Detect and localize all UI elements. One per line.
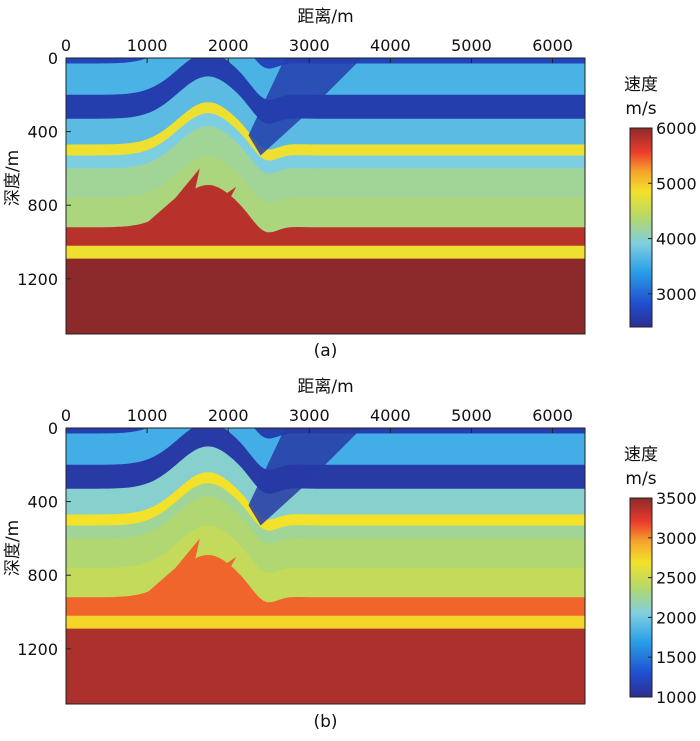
x-tick-label: 2000 (208, 36, 249, 55)
panel-caption: (a) (314, 341, 338, 361)
colorbar-tick-label: 3000 (656, 285, 697, 304)
x-tick-label: 5000 (451, 406, 492, 425)
y-tick-label: 0 (48, 419, 58, 438)
colorbar-title: 速度 (624, 75, 658, 95)
panel-caption: (b) (313, 712, 337, 732)
colorbar-tick-label: 2000 (656, 608, 697, 627)
plot-frame (65, 57, 586, 335)
x-tick-label: 2000 (208, 406, 249, 425)
colorbar-tick-label: 3000 (656, 529, 697, 548)
y-axis-label: 深度/m (3, 150, 23, 206)
x-tick-label: 5000 (451, 36, 492, 55)
y-tick-label: 800 (27, 566, 58, 585)
x-tick-label: 0 (61, 406, 71, 425)
fault-block (248, 58, 362, 156)
x-tick-label: 4000 (370, 406, 411, 425)
colorbar (629, 497, 653, 698)
x-tick-label: 1000 (127, 36, 168, 55)
colorbar-unit: m/s (625, 99, 656, 119)
x-tick-label: 0 (61, 36, 71, 55)
thrust-wedge (147, 186, 237, 244)
x-tick-label: 4000 (370, 36, 411, 55)
y-axis-label: 深度/m (3, 520, 23, 576)
thrust-wedge (122, 168, 200, 244)
colorbar-tick-label: 6000 (656, 119, 697, 138)
y-tick-label: 400 (27, 493, 58, 512)
colorbar-tick-label: 5000 (656, 174, 697, 193)
y-tick-label: 1200 (17, 640, 58, 659)
thrust-wedge (147, 556, 237, 614)
colorbar-tick-label: 1500 (656, 648, 697, 667)
colorbar (629, 127, 653, 328)
colorbar-title: 速度 (624, 445, 658, 465)
y-tick-label: 400 (27, 123, 58, 142)
y-tick-label: 0 (48, 49, 58, 68)
colorbar-unit: m/s (625, 469, 656, 489)
y-tick-label: 1200 (17, 270, 58, 289)
colorbar-tick-label: 2500 (656, 569, 697, 588)
plot-area (66, 58, 585, 334)
plot-frame (65, 427, 586, 705)
colorbar-tick-label: 1000 (656, 688, 697, 707)
thrust-wedge (122, 538, 200, 614)
y-tick-label: 800 (27, 196, 58, 215)
velocity-panel-a: 距离/m 0 1000 2000 3000 4000 5000 6000 0 400 800 1200… (3, 7, 697, 361)
x-tick-label: 1000 (127, 406, 168, 425)
x-axis-label: 距离/m (297, 377, 353, 397)
x-tick-label: 3000 (289, 406, 330, 425)
x-tick-label: 3000 (289, 36, 330, 55)
x-tick-label: 6000 (532, 36, 573, 55)
x-tick-label: 6000 (532, 406, 573, 425)
plot-area (66, 428, 585, 704)
colorbar-tick-label: 3500 (656, 489, 697, 508)
fault-block (248, 428, 362, 526)
x-axis-label: 距离/m (297, 7, 353, 27)
velocity-panel-b: 距离/m 0 1000 2000 3000 4000 5000 6000 0 400 800 1200… (3, 377, 697, 732)
colorbar-tick-label: 4000 (656, 230, 697, 249)
